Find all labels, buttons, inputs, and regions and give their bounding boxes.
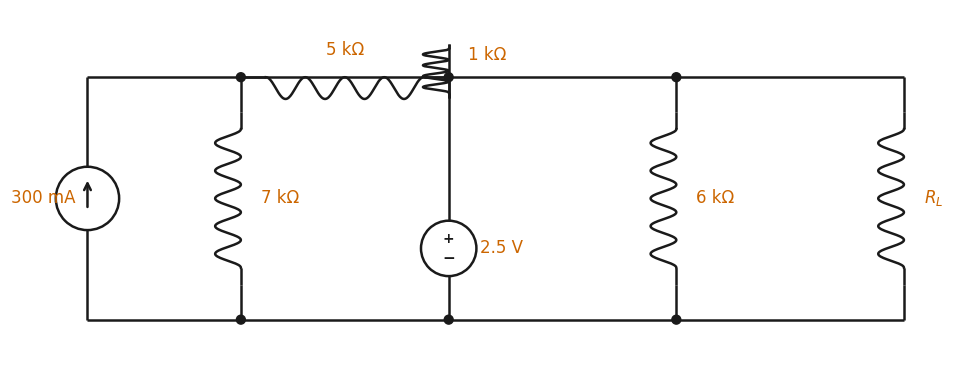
Circle shape [236,315,245,324]
Text: 7 kΩ: 7 kΩ [261,189,299,207]
Circle shape [444,315,453,324]
Text: $R_L$: $R_L$ [923,188,943,209]
Circle shape [671,73,681,82]
Text: −: − [442,251,455,266]
Text: 5 kΩ: 5 kΩ [326,41,364,59]
Text: 6 kΩ: 6 kΩ [696,189,734,207]
Circle shape [236,73,245,82]
Circle shape [444,73,453,82]
Text: 2.5 V: 2.5 V [480,240,523,257]
Text: 1 kΩ: 1 kΩ [468,47,507,65]
Text: +: + [443,233,455,246]
Text: 300 mA: 300 mA [11,189,75,207]
Circle shape [671,315,681,324]
